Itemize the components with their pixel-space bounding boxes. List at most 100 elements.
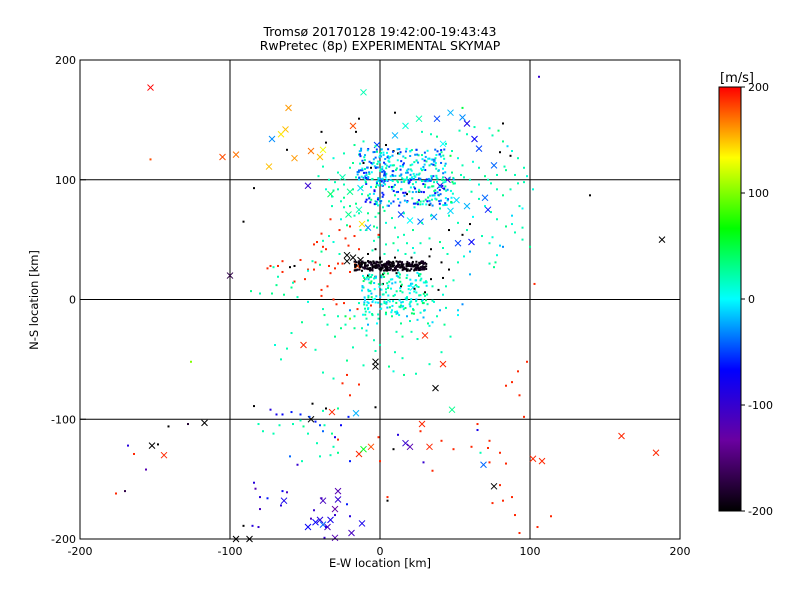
cluster-point-north xyxy=(435,176,438,179)
cluster-point-mid xyxy=(438,189,441,192)
data-point-x xyxy=(355,206,363,214)
cluster-point-center xyxy=(424,280,427,283)
cluster-point-black xyxy=(397,261,400,264)
data-point-dot xyxy=(289,266,291,269)
cluster-point-black xyxy=(364,264,367,267)
cluster-point-north xyxy=(402,155,405,158)
data-point-x xyxy=(265,163,273,170)
data-point-x xyxy=(360,88,367,96)
cluster-point-black xyxy=(398,260,401,263)
data-point-dot xyxy=(250,290,252,293)
cluster-point-mid xyxy=(406,201,409,204)
data-point-dot xyxy=(346,503,348,506)
data-point-dot xyxy=(463,176,465,179)
data-point-x xyxy=(358,220,366,228)
data-point-dot xyxy=(401,335,404,338)
cluster-point-north xyxy=(443,148,446,151)
data-point-dot xyxy=(394,226,396,229)
data-point-dot xyxy=(337,188,339,191)
cluster-point-mid xyxy=(452,182,455,185)
data-point-dot xyxy=(514,231,516,234)
data-point-dot xyxy=(379,344,381,347)
data-point-dot xyxy=(334,335,336,338)
data-point-dot xyxy=(446,252,449,255)
cluster-point-north xyxy=(398,148,401,151)
data-point-dot xyxy=(419,242,422,245)
data-point-dot xyxy=(445,306,447,309)
data-point-x xyxy=(312,518,319,526)
cluster-point-north xyxy=(359,162,362,165)
cluster-point-center xyxy=(385,301,388,304)
cluster-point-black xyxy=(406,262,409,265)
cluster-point-north xyxy=(365,171,368,174)
data-point-dot xyxy=(454,182,456,185)
cluster-point-mid xyxy=(368,197,371,200)
cluster-point-center xyxy=(361,286,364,289)
cluster-point-mid xyxy=(398,204,401,207)
cluster-point-mid xyxy=(424,183,427,186)
data-point-dot xyxy=(329,454,332,457)
data-point-dot xyxy=(532,188,534,191)
data-point-dot xyxy=(349,166,351,169)
cluster-point-center xyxy=(364,307,367,310)
data-point-dot xyxy=(362,364,365,367)
cluster-point-mid xyxy=(426,200,429,203)
data-point-dot xyxy=(382,206,384,209)
cluster-point-north xyxy=(385,164,388,167)
cluster-point-center xyxy=(367,290,370,293)
cluster-point-center xyxy=(362,274,365,277)
cluster-point-black xyxy=(414,263,417,266)
cluster-point-center xyxy=(398,314,401,317)
cluster-point-black xyxy=(383,269,386,272)
cluster-point-north xyxy=(376,166,379,169)
cluster-point-mid xyxy=(367,194,370,197)
data-point-dot xyxy=(442,176,444,179)
cluster-point-mid xyxy=(413,186,416,189)
cluster-point-north xyxy=(362,171,365,174)
cluster-point-black xyxy=(401,269,404,272)
cluster-point-center xyxy=(400,283,403,286)
cluster-point-north xyxy=(443,157,446,160)
cluster-point-north xyxy=(401,165,404,168)
cluster-point-north xyxy=(407,179,410,182)
data-point-dot xyxy=(469,273,471,276)
data-point-dot xyxy=(397,236,399,239)
cluster-point-center xyxy=(374,277,377,280)
cluster-point-mid xyxy=(365,182,368,185)
data-point-dot xyxy=(331,432,333,435)
cluster-point-black xyxy=(385,264,388,267)
cluster-point-center xyxy=(373,282,376,285)
cluster-point-black xyxy=(392,260,395,263)
data-point-dot xyxy=(359,229,362,232)
cluster-point-center xyxy=(370,292,373,295)
cluster-point-mid xyxy=(424,180,427,183)
cluster-point-mid xyxy=(377,177,380,180)
cluster-point-black xyxy=(403,266,406,269)
cluster-point-center xyxy=(399,287,402,290)
data-point-dot xyxy=(127,444,129,447)
cluster-point-mid xyxy=(377,184,380,187)
cluster-point-center xyxy=(378,285,381,288)
cluster-point-center xyxy=(407,288,410,291)
cluster-point-mid xyxy=(380,200,383,203)
cluster-point-north xyxy=(433,158,436,161)
cluster-point-north xyxy=(409,155,412,158)
cluster-point-mid xyxy=(409,178,412,181)
cluster-point-black xyxy=(420,261,423,264)
cluster-point-mid xyxy=(451,192,454,195)
cluster-point-north xyxy=(360,149,363,152)
cluster-point-mid xyxy=(390,185,393,188)
data-point-dot xyxy=(367,252,369,255)
cluster-point-mid xyxy=(372,192,375,195)
cluster-point-black xyxy=(410,265,413,268)
data-point-dot xyxy=(323,424,326,427)
cluster-point-black xyxy=(411,260,414,263)
cluster-point-center xyxy=(422,281,425,284)
cluster-point-mid xyxy=(385,179,388,182)
cluster-point-center xyxy=(390,287,393,290)
cluster-point-black xyxy=(355,261,358,264)
data-point-dot xyxy=(392,370,395,373)
data-point-x xyxy=(433,115,441,123)
data-point-dot xyxy=(452,448,455,451)
